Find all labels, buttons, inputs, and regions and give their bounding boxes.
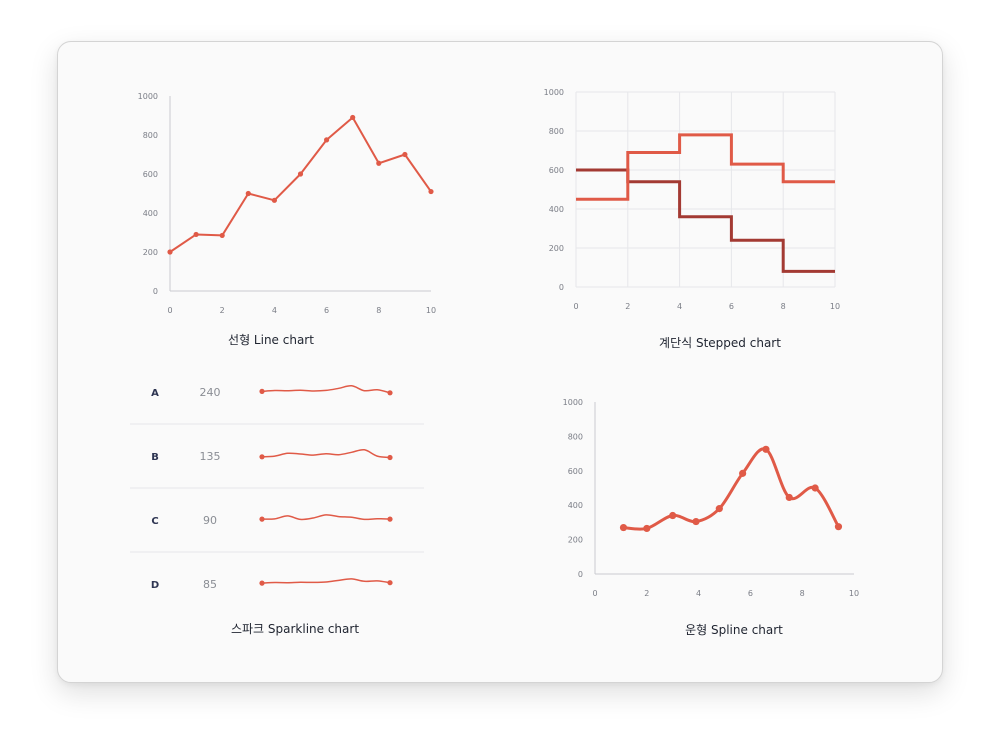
chart-caption: 스파크 Sparkline chart	[231, 622, 359, 636]
x-tick-label: 0	[573, 302, 578, 311]
data-point	[785, 493, 793, 502]
y-tick-label: 600	[568, 467, 583, 476]
x-tick-label: 4	[677, 302, 682, 311]
data-point	[739, 469, 747, 477]
data-point	[376, 160, 382, 166]
data-point	[167, 249, 173, 255]
row-label: B	[151, 452, 159, 463]
data-point	[669, 511, 677, 520]
x-tick-label: 6	[324, 306, 329, 315]
x-tick-label: 10	[849, 589, 859, 598]
y-tick-label: 400	[549, 205, 564, 214]
x-tick-label: 8	[781, 302, 786, 311]
y-tick-label: 600	[549, 166, 564, 175]
y-tick-label: 600	[143, 170, 158, 179]
sparkline-start-point	[259, 580, 265, 586]
spline-chart-panel: 0 200 400 600 800 1000 0 2 4 6 8 10 운형 Spline chart	[563, 398, 859, 637]
data-point	[245, 190, 251, 197]
chart-caption: 운형 Spline chart	[685, 623, 783, 637]
sparkline-start-point	[259, 454, 265, 460]
sparkline	[261, 514, 391, 521]
y-tick-label: 800	[549, 127, 564, 136]
x-tick-label: 2	[220, 306, 225, 315]
row-value: 240	[200, 386, 221, 399]
row-label: C	[151, 516, 158, 527]
sparkline-end-point	[387, 516, 393, 522]
sparkline-start-point	[259, 516, 265, 522]
data-point	[193, 231, 199, 238]
y-tick-label: 400	[143, 209, 158, 218]
sparkline-row: A 240	[130, 385, 424, 425]
data-point	[271, 197, 277, 203]
stepped-chart-panel: 0 200 400 600 800 1000 0 2 4 6 8 10 계단식 Stepped char…	[544, 88, 840, 350]
x-tick-label: 8	[800, 589, 805, 598]
chart-showcase-card	[57, 41, 943, 683]
y-tick-label: 400	[568, 501, 583, 510]
x-tick-label: 4	[696, 589, 701, 598]
series-line	[576, 133, 835, 201]
x-tick-label: 4	[272, 306, 277, 315]
y-tick-label: 0	[153, 287, 158, 296]
sparkline-row: C 90	[130, 514, 424, 553]
data-point	[402, 151, 408, 158]
sparkline-start-point	[259, 388, 265, 394]
data-point	[643, 524, 651, 533]
y-tick-label: 800	[568, 432, 583, 441]
x-tick-label: 2	[625, 302, 630, 311]
data-point	[428, 188, 434, 195]
data-point	[834, 523, 843, 531]
row-label: D	[151, 580, 159, 591]
y-tick-label: 800	[143, 131, 158, 140]
data-point	[350, 114, 356, 121]
sparkline	[261, 578, 391, 584]
x-tick-label: 6	[729, 302, 734, 311]
x-tick-label: 0	[167, 306, 172, 315]
sparkline-end-point	[387, 454, 393, 461]
data-point	[219, 232, 225, 239]
x-tick-label: 10	[830, 302, 840, 311]
y-tick-label: 200	[568, 536, 583, 545]
data-point	[715, 505, 723, 513]
data-point	[324, 137, 330, 143]
series-line	[623, 447, 840, 531]
x-tick-label: 0	[592, 589, 597, 598]
sparkline	[261, 385, 391, 394]
x-tick-label: 6	[748, 589, 753, 598]
sparkline-row: B 135	[130, 448, 424, 489]
y-tick-label: 200	[143, 248, 158, 257]
sparkline	[261, 448, 391, 459]
sparkline-end-point	[387, 580, 393, 586]
y-tick-label: 0	[559, 283, 564, 292]
data-point	[811, 484, 819, 492]
data-point	[619, 523, 628, 532]
row-value: 90	[203, 514, 217, 527]
row-value: 135	[200, 450, 221, 463]
series-line	[576, 168, 835, 273]
sparkline-end-point	[387, 390, 393, 396]
sparkline-row: D 85	[151, 578, 393, 591]
x-tick-label: 2	[644, 589, 649, 598]
data-point	[762, 445, 770, 453]
y-tick-label: 200	[549, 244, 564, 253]
chart-caption: 선형 Line chart	[228, 333, 314, 347]
data-point	[692, 517, 700, 526]
x-tick-label: 10	[426, 306, 436, 315]
line-chart-panel: 0 200 400 600 800 1000 0 2 4 6 8 10 선형 Line chart	[138, 92, 436, 347]
row-label: A	[151, 388, 159, 399]
y-tick-label: 1000	[138, 92, 158, 101]
x-tick-label: 8	[376, 306, 381, 315]
y-tick-label: 1000	[563, 398, 583, 407]
data-point	[297, 171, 304, 177]
sparkline-chart-panel: A 240 B 135 C 90 D 85 스파크 Sparkline chart	[130, 385, 424, 636]
series-line	[169, 116, 432, 253]
y-tick-label: 0	[578, 570, 583, 579]
chart-caption: 계단식 Stepped chart	[659, 336, 781, 350]
y-tick-label: 1000	[544, 88, 564, 97]
row-value: 85	[203, 578, 217, 591]
